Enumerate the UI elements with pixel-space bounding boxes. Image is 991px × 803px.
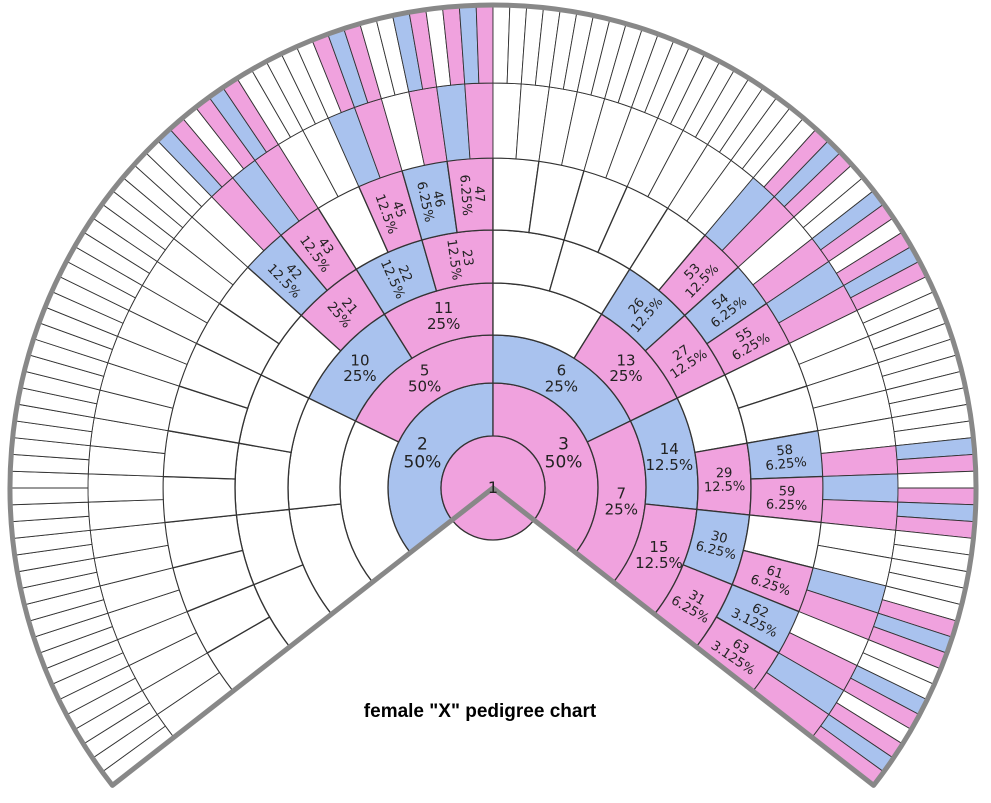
ancestor-cell [464, 82, 494, 160]
cell-label: 586.25% [763, 441, 807, 474]
ancestor-number: 29 [716, 465, 733, 481]
ancestor-number: 22 [395, 263, 415, 284]
ancestor-number: 62 [750, 600, 771, 621]
ancestor-cell [9, 487, 89, 506]
ancestor-number: 46 [429, 189, 447, 208]
chart-title: female "X" pedigree chart [364, 701, 597, 722]
ancestor-number: 2 [417, 435, 428, 455]
cell-label: 1 [488, 478, 498, 497]
cell-label: 7 25% [605, 484, 638, 518]
ancestor-number: 47 [471, 185, 487, 203]
cell-label: 6 25% [545, 361, 578, 395]
ancestor-cell [234, 442, 292, 516]
ancestor-number: 31 [686, 587, 708, 608]
cell-label: 596.25% [766, 483, 808, 513]
x-share: 6.25% [765, 454, 808, 473]
x-share: 12.5% [645, 455, 693, 473]
ancestor-number: 15 [649, 538, 668, 556]
cell-label: 5 50% [408, 361, 441, 395]
ancestor-number: 6 [557, 361, 567, 379]
ancestor-cell [162, 475, 238, 524]
cell-label: 2312.5% [444, 236, 478, 281]
cell-label: 2 50% [404, 435, 442, 473]
x-share: 25% [427, 314, 460, 332]
ancestor-cell [475, 4, 494, 84]
ancestor-number: 30 [709, 528, 729, 547]
cell-label: 3 50% [545, 435, 583, 473]
ancestor-number: 59 [779, 484, 796, 500]
x-share: 50% [408, 377, 441, 395]
cell-label: 10 25% [343, 351, 376, 385]
ancestor-cell [822, 473, 899, 503]
cell-label: 476.25% [457, 173, 488, 216]
ancestor-number: 13 [616, 351, 635, 369]
x-share: 12.5% [704, 479, 746, 495]
cell-label: 14 12.5% [645, 440, 693, 474]
x-share: 25% [545, 377, 578, 395]
ancestor-number: 1 [488, 478, 498, 497]
x-share: 12.5% [444, 238, 465, 281]
x-share: 50% [545, 453, 583, 473]
x-share: 12.5% [635, 553, 683, 571]
ancestor-number: 45 [389, 199, 409, 220]
x-share: 50% [404, 453, 442, 473]
ancestor-cell [897, 470, 977, 489]
cells [7, 2, 979, 788]
ancestor-number: 11 [434, 299, 453, 317]
ancestor-number: 55 [733, 324, 755, 345]
ancestor-number: 14 [660, 440, 679, 458]
x-share: 6.25% [457, 174, 475, 216]
ancestor-number: 3 [558, 435, 569, 455]
cell-label: 11 25% [427, 299, 460, 333]
x-share: 25% [609, 367, 642, 385]
ancestor-number: 58 [776, 442, 794, 459]
x-share: 25% [343, 367, 376, 385]
ancestor-number: 23 [459, 249, 476, 267]
ancestor-number: 61 [765, 563, 785, 582]
x-share: 6.25% [766, 497, 808, 513]
ancestor-cell [87, 473, 164, 503]
cell-label: 13 25% [609, 351, 642, 385]
outer-border [7, 2, 979, 788]
cell-label: 2912.5% [703, 465, 745, 495]
ancestor-number: 10 [350, 351, 369, 369]
ancestor-number: 5 [420, 361, 430, 379]
cell-label: 15 12.5% [635, 538, 683, 572]
ancestor-number: 7 [617, 484, 627, 502]
x-share: 25% [605, 500, 638, 518]
